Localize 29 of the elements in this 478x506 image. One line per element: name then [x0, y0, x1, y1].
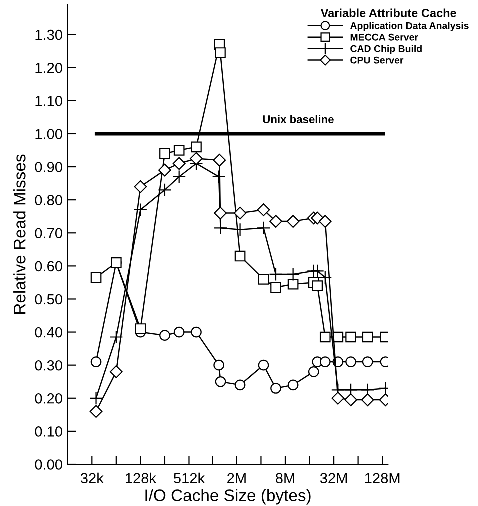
legend-label: MECCA Server [350, 34, 418, 41]
ref-line-label: Unix baseline [263, 115, 334, 124]
y-tick-label: 0.90 [35, 162, 62, 172]
x-tick-label: 128M [365, 473, 400, 484]
y-tick-label: 0.30 [35, 360, 62, 371]
y-tick-label: 0.70 [35, 228, 62, 239]
y-tick-label: 1.20 [36, 62, 62, 74]
x-tick-label: 8M [276, 473, 294, 484]
y-tick-label: 1.10 [36, 96, 62, 106]
x-tick-label: 2M [228, 473, 246, 484]
legend-label: CPU Server [350, 56, 404, 64]
y-tick-label: 0.00 [35, 460, 62, 470]
y-axis-title: Relative Read Misses [14, 154, 26, 314]
legend-title: Variable Attribute Cache [320, 8, 456, 18]
y-tick-label: 0.60 [35, 261, 62, 272]
x-tick-label: 32k [80, 472, 104, 484]
y-tick-label: 1.30 [36, 30, 62, 40]
x-tick-label: 32M [320, 473, 348, 484]
y-tick-label: 0.40 [35, 327, 62, 338]
y-tick-label: 0.50 [35, 294, 62, 305]
x-tick-label: 128k [126, 472, 157, 484]
y-tick-label: 0.80 [35, 195, 62, 206]
y-tick-label: 0.20 [35, 394, 62, 404]
x-tick-label: 512k [174, 472, 206, 484]
y-tick-label: 1.00 [36, 129, 62, 140]
legend-label: Application Data Analysis [350, 22, 469, 32]
x-axis-title: I/O Cache Size (bytes) [146, 489, 311, 505]
legend-label: CAD Chip Build [350, 45, 422, 54]
y-tick-label: 0.10 [35, 426, 62, 437]
